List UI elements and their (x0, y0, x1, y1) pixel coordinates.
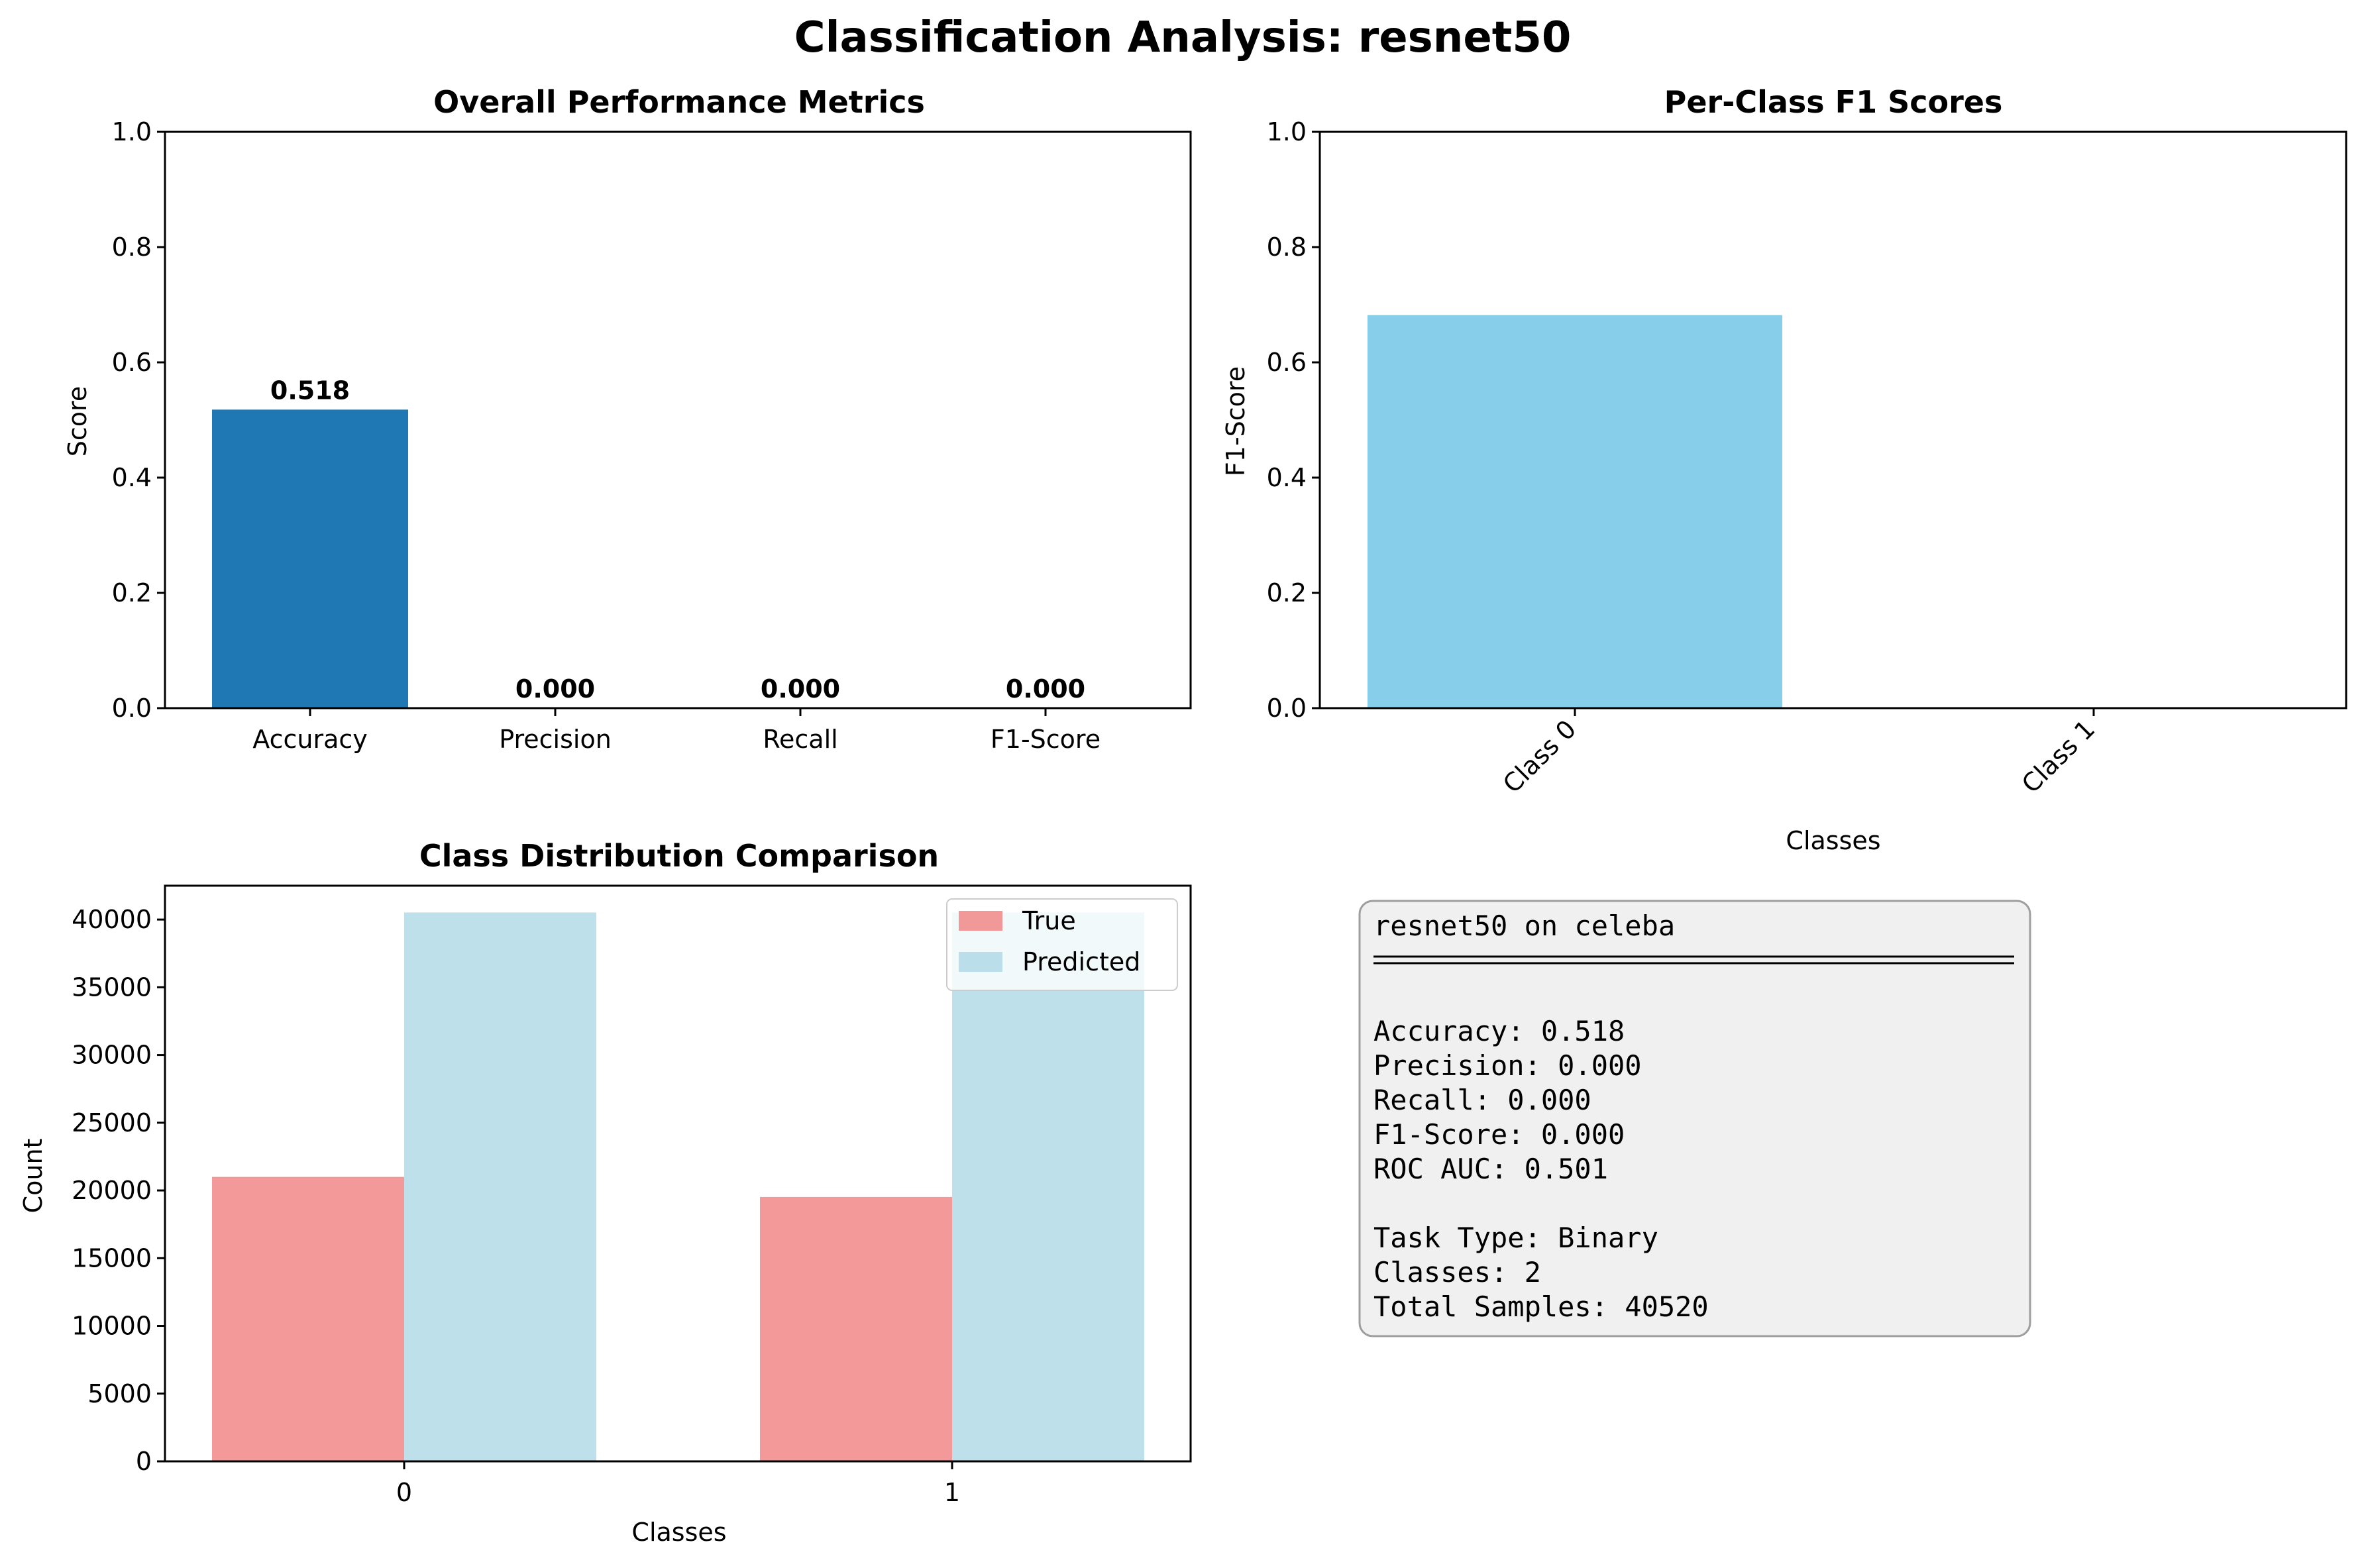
metric-value-label: 0.000 (1006, 674, 1085, 704)
0-y-tick-label: 0.0 (112, 694, 152, 723)
metrics-axes-frame (164, 131, 1192, 709)
legend-swatch-true (959, 911, 1002, 931)
1-y-tick-label: 0.6 (1267, 348, 1307, 377)
1-y-tick-label: 1.0 (1267, 117, 1307, 146)
summary-line: ROC AUC: 0.501 (1373, 1153, 1608, 1185)
class-distribution-chart: Class Distribution Comparison Count Clas… (19, 838, 1192, 1547)
distribution-x-axis-label: Classes (631, 1518, 726, 1547)
f1-bar (1368, 315, 1782, 708)
legend-label-true: True (1022, 906, 1076, 935)
summary-line: Accuracy: 0.518 (1373, 1015, 1625, 1047)
2-y-tick-label: 15000 (72, 1243, 152, 1273)
metric-value-label: 0.518 (270, 376, 350, 405)
metrics-y-axis-label: Score (63, 386, 92, 456)
metrics-chart-title: Overall Performance Metrics (433, 84, 925, 120)
metrics-bar-chart: Overall Performance Metrics Score 0.518 A… (63, 84, 1192, 754)
f1-x-tick-label: Class 0 (1497, 714, 1582, 798)
summary-header: resnet50 on celeba (1373, 910, 1675, 942)
1-y-tick-label: 0.4 (1267, 463, 1307, 492)
legend-box (946, 898, 1178, 991)
legend-label-predicted: Predicted (1022, 947, 1140, 976)
distribution-bar-true (212, 1176, 404, 1461)
metric-value-label: 0.000 (761, 674, 840, 704)
distribution-legend: True Predicted (946, 898, 1178, 991)
f1-x-axis-label: Classes (1786, 826, 1880, 855)
legend-swatch-predicted (959, 952, 1002, 972)
2-y-tick-label: 5000 (87, 1379, 152, 1408)
summary-box-background (1358, 900, 2031, 1337)
metric-value-label: 0.000 (515, 674, 595, 704)
metric-x-tick-label: F1-Score (991, 725, 1101, 754)
2-y-tick-label: 0 (136, 1447, 152, 1476)
summary-line: Total Samples: 40520 (1373, 1290, 1709, 1323)
metric-x-tick-label: Accuracy (252, 725, 368, 754)
distribution-bar-predicted (952, 912, 1144, 1461)
1-y-tick-label: 0.0 (1267, 694, 1307, 723)
summary-line: Precision: 0.000 (1373, 1049, 1642, 1082)
summary-line: F1-Score: 0.000 (1373, 1118, 1625, 1151)
2-y-tick-label: 20000 (72, 1176, 152, 1205)
2-y-tick-label: 25000 (72, 1108, 152, 1137)
0-y-tick-label: 0.8 (112, 233, 152, 262)
per-class-f1-chart: Per-Class F1 Scores F1-Score Classes Cla… (1221, 84, 2347, 855)
distribution-x-tick-label: 1 (944, 1478, 960, 1507)
summary-line: Recall: 0.000 (1373, 1084, 1591, 1116)
2-y-tick-label: 40000 (72, 905, 152, 934)
1-y-tick-label: 0.8 (1267, 233, 1307, 262)
f1-chart-title: Per-Class F1 Scores (1664, 84, 2003, 120)
1-y-tick-label: 0.2 (1267, 578, 1307, 607)
0-y-tick-label: 0.6 (112, 348, 152, 377)
metric-x-tick-label: Precision (499, 725, 612, 754)
figure-title: Classification Analysis: resnet50 (794, 13, 1572, 62)
2-y-tick-label: 10000 (72, 1312, 152, 1341)
metric-bar (212, 409, 408, 708)
summary-line: Task Type: Binary (1373, 1222, 1658, 1254)
distribution-chart-title: Class Distribution Comparison (419, 838, 939, 874)
0-y-tick-label: 0.2 (112, 578, 152, 607)
summary-text-box: resnet50 on celeba Accuracy: 0.518Precis… (1358, 900, 2031, 1337)
2-y-tick-label: 35000 (72, 972, 152, 1002)
distribution-y-axis-label: Count (19, 1139, 48, 1214)
f1-x-tick-label: Class 1 (2016, 714, 2100, 798)
distribution-x-tick-label: 0 (396, 1478, 412, 1507)
0-y-tick-label: 0.4 (112, 463, 152, 492)
summary-line: Classes: 2 (1373, 1256, 1541, 1288)
f1-y-axis-label: F1-Score (1221, 366, 1250, 476)
distribution-axes-frame (164, 884, 1192, 1463)
f1-axes-frame (1318, 131, 2347, 709)
2-y-tick-label: 30000 (72, 1041, 152, 1070)
metric-x-tick-label: Recall (763, 725, 837, 754)
distribution-bar-true (760, 1196, 952, 1461)
distribution-bar-predicted (404, 912, 596, 1461)
0-y-tick-label: 1.0 (112, 117, 152, 146)
